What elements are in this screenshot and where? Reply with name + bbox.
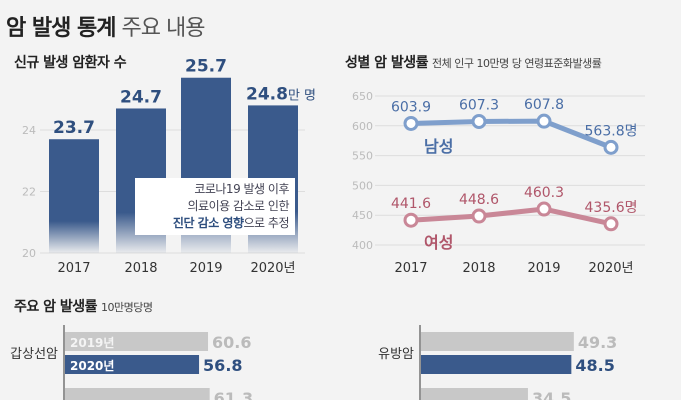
y-tick-label: 400 bbox=[352, 239, 373, 252]
hbar bbox=[421, 388, 528, 400]
bar-value-label: 23.7 bbox=[53, 118, 95, 138]
data-label: 607.3 bbox=[459, 97, 499, 113]
data-label: 441.6 bbox=[391, 196, 431, 212]
unit-label: 만 명 bbox=[288, 88, 316, 103]
data-point bbox=[471, 208, 487, 224]
x-tick-label: 2020년 bbox=[588, 261, 633, 276]
page-title: 암 발생 통계 주요 내용 bbox=[6, 16, 205, 41]
bar-value-label: 24.8만 명 bbox=[246, 84, 316, 104]
data-point bbox=[403, 115, 419, 131]
hbar bbox=[65, 332, 209, 351]
hbar bbox=[65, 355, 200, 374]
hbar-value-label: 60.6 bbox=[212, 333, 251, 352]
hbar-value-label: 49.3 bbox=[578, 333, 617, 352]
annotation-box: 코로나19 발생 이후 의료이용 감소로 인한 진단 감소 영향으로 추정 bbox=[135, 178, 295, 235]
data-point bbox=[536, 113, 552, 129]
x-tick-label: 2017 bbox=[57, 261, 90, 276]
hbar bbox=[421, 332, 574, 351]
x-tick-label: 2018 bbox=[462, 261, 495, 276]
x-tick-label: 2017 bbox=[394, 261, 427, 276]
hbar-value-label: 56.8 bbox=[203, 356, 242, 375]
data-point bbox=[403, 212, 419, 228]
hbar-value-label: 34.5 bbox=[532, 389, 571, 400]
y-tick-label: 22 bbox=[22, 186, 36, 199]
series-label: 여성 bbox=[424, 233, 453, 252]
data-point bbox=[603, 216, 619, 232]
series-label: 남성 bbox=[424, 137, 453, 156]
bar-value-label: 24.7 bbox=[120, 87, 162, 107]
bar bbox=[49, 139, 99, 253]
y-tick-label: 600 bbox=[352, 120, 373, 133]
data-point bbox=[471, 113, 487, 129]
y-tick-label: 20 bbox=[22, 247, 36, 260]
hbar-value-label: 61.3 bbox=[214, 389, 253, 400]
bar-value-label: 25.7 bbox=[185, 57, 227, 77]
hbar bbox=[421, 355, 572, 374]
x-tick-label: 2019 bbox=[527, 261, 560, 276]
y-tick-label: 24 bbox=[22, 124, 36, 137]
hbar-chart-title: 주요 암 발생률 10만명당명 bbox=[14, 299, 153, 315]
data-label: 603.9 bbox=[391, 99, 431, 115]
series-line bbox=[410, 118, 612, 150]
y-tick-label: 450 bbox=[352, 209, 373, 222]
hbar-value-label: 48.5 bbox=[575, 356, 614, 375]
data-label: 460.3 bbox=[524, 185, 564, 201]
bar-chart-title: 신규 발생 암환자 수 bbox=[14, 55, 127, 71]
hbar bbox=[65, 388, 210, 400]
y-tick-label: 500 bbox=[352, 179, 373, 192]
data-label: 563.8명 bbox=[585, 123, 638, 139]
legend-label: 2019년 bbox=[70, 336, 114, 350]
x-tick-label: 2019 bbox=[189, 261, 222, 276]
x-tick-label: 2018 bbox=[124, 261, 157, 276]
legend-label: 2020년 bbox=[70, 359, 114, 373]
data-point bbox=[536, 201, 552, 217]
data-label: 448.6 bbox=[459, 192, 499, 208]
y-tick-label: 550 bbox=[352, 150, 373, 163]
data-label: 435.6명 bbox=[585, 200, 638, 216]
y-tick-label: 650 bbox=[352, 90, 373, 103]
line-chart-title: 성별 암 발생률 전체 인구 10만명 당 연령표준화발생률 bbox=[345, 55, 602, 71]
data-point bbox=[603, 139, 619, 155]
data-label: 607.8 bbox=[524, 97, 564, 113]
x-tick-label: 2020년 bbox=[250, 261, 295, 276]
category-label: 갑상선암 bbox=[10, 347, 58, 362]
category-label: 유방암 bbox=[378, 347, 414, 362]
series-line bbox=[410, 206, 612, 227]
